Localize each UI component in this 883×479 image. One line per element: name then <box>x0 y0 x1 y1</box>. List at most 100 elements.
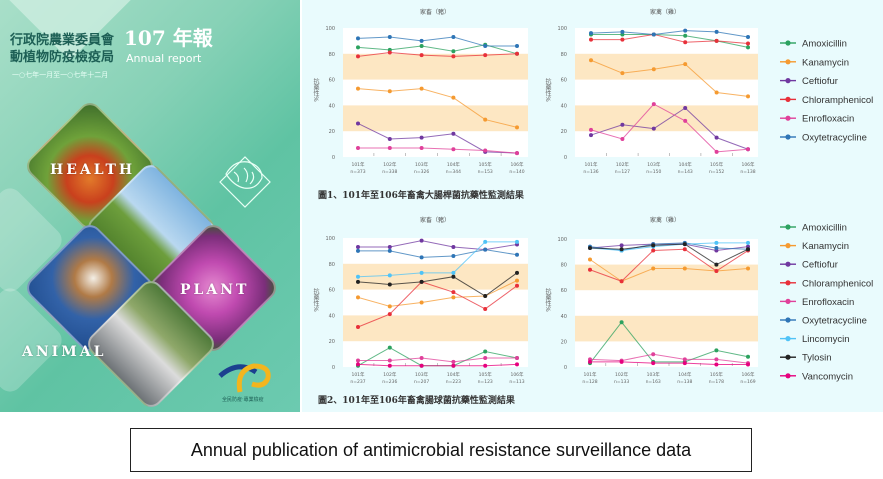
figure-2-caption: 圖2、101年至106年畜禽腸球菌抗藥性監測結果 <box>318 396 515 406</box>
legend-label: Lincomycin <box>802 334 850 345</box>
data-point <box>387 248 392 253</box>
series-tylosin <box>356 270 519 299</box>
x-tick-label: n=140 <box>509 169 524 175</box>
data-point <box>356 358 360 363</box>
series-line <box>590 103 749 153</box>
data-point <box>620 37 625 42</box>
data-point <box>483 53 488 58</box>
data-point <box>419 238 424 243</box>
chart-2: 家禽（雞）020406080100101年n=136102年n=127103年n… <box>557 8 873 175</box>
data-point <box>682 361 687 366</box>
x-tick-label: n=136 <box>583 169 598 175</box>
plot-area <box>575 28 758 157</box>
series-chloramphenicol <box>589 32 750 46</box>
data-point <box>419 363 424 368</box>
legend-swatch-marker <box>785 317 791 323</box>
data-point <box>515 239 519 244</box>
legend-label: Amoxicillin <box>802 39 847 50</box>
data-point <box>387 363 392 368</box>
x-tick-label: 105年 <box>479 371 493 378</box>
leaf-outline-icon <box>219 156 271 208</box>
x-tick-label: n=150 <box>646 169 661 175</box>
series-chloramphenicol <box>356 50 519 59</box>
data-point <box>419 270 424 275</box>
series-line <box>589 243 749 266</box>
legend-swatch-marker <box>785 280 791 286</box>
x-tick-label: 101年 <box>351 161 365 168</box>
amr-charts: 家畜（豬）020406080100101年n=373102年n=338103年n… <box>325 8 873 385</box>
legend-label: Ceftiofur <box>802 260 838 271</box>
legend-swatch-marker <box>785 78 791 84</box>
data-point <box>387 273 392 278</box>
agency-logo <box>218 363 271 393</box>
data-point <box>451 254 456 259</box>
data-point <box>419 279 424 284</box>
plot-area <box>343 238 528 367</box>
series-lincomycin <box>356 239 519 279</box>
x-tick-label: n=178 <box>709 379 724 385</box>
data-point <box>387 145 392 150</box>
data-point <box>651 67 656 72</box>
y-tick-label: 80 <box>561 52 567 58</box>
x-tick-label: n=113 <box>509 379 524 385</box>
data-point <box>683 62 688 67</box>
series-line <box>357 281 518 328</box>
data-point <box>746 41 750 46</box>
x-tick-label: 104年 <box>447 371 461 378</box>
y-tick-label: 100 <box>557 237 567 243</box>
legend-label: Ceftiofur <box>802 76 838 87</box>
data-point <box>356 362 360 367</box>
data-point <box>588 267 592 272</box>
data-point <box>515 270 519 275</box>
data-point <box>483 239 488 244</box>
x-tick-label: 103年 <box>415 161 429 168</box>
y-tick-label: 20 <box>329 129 335 135</box>
y-tick-label: 80 <box>329 262 335 268</box>
y-tick-label: 0 <box>332 365 335 371</box>
legend-swatch-marker <box>785 40 791 46</box>
organization-name: 行政院農業委員會 動植物防疫檢疫局 <box>10 32 114 66</box>
data-point <box>356 121 360 126</box>
x-tick-label: n=153 <box>478 169 493 175</box>
x-tick-label: n=128 <box>582 379 597 385</box>
data-point <box>356 45 360 50</box>
date-range: 一○七年一月至一○七年十二月 <box>12 71 109 79</box>
x-tick-label: 103年 <box>647 161 661 168</box>
y-tick-label: 40 <box>329 313 335 319</box>
data-point <box>588 359 592 364</box>
data-point <box>682 266 687 271</box>
data-point <box>483 355 488 360</box>
series-line <box>358 357 517 363</box>
slide-caption-text: Annual publication of antimicrobial resi… <box>190 439 692 460</box>
data-point <box>483 117 488 122</box>
data-point <box>451 131 456 136</box>
resistance-band <box>575 315 758 342</box>
org-line-1: 行政院農業委員會 <box>10 33 115 48</box>
data-point <box>683 33 688 38</box>
data-point <box>714 90 719 95</box>
y-tick-label: 100 <box>325 26 335 32</box>
x-tick-label: 105年 <box>710 371 724 378</box>
data-point <box>515 283 519 288</box>
chart-3: 家畜（豬）020406080100101年n=237102年n=236103年n… <box>325 216 528 385</box>
data-point <box>483 44 488 49</box>
legend-swatch-marker <box>785 134 791 140</box>
y-tick-label: 80 <box>329 52 335 58</box>
data-point <box>515 51 519 56</box>
legend-label: Chloramphenicol <box>802 95 873 106</box>
data-point <box>682 247 687 252</box>
data-point <box>483 306 488 311</box>
legend-swatch-marker <box>785 336 791 342</box>
data-point <box>620 136 625 141</box>
series-line <box>357 52 518 57</box>
x-tick-label: 102年 <box>616 161 630 168</box>
data-point <box>387 50 392 55</box>
series-kanamycin <box>356 86 519 130</box>
cover-word-animal: ANIMAL <box>22 344 107 360</box>
x-tick-label: n=138 <box>740 169 755 175</box>
y-tick-label: 100 <box>325 236 335 242</box>
legend-swatch-marker <box>785 354 791 360</box>
legend-label: Amoxicillin <box>802 223 847 234</box>
series-vancomycin <box>588 359 750 367</box>
y-tick-label: 20 <box>561 129 567 135</box>
